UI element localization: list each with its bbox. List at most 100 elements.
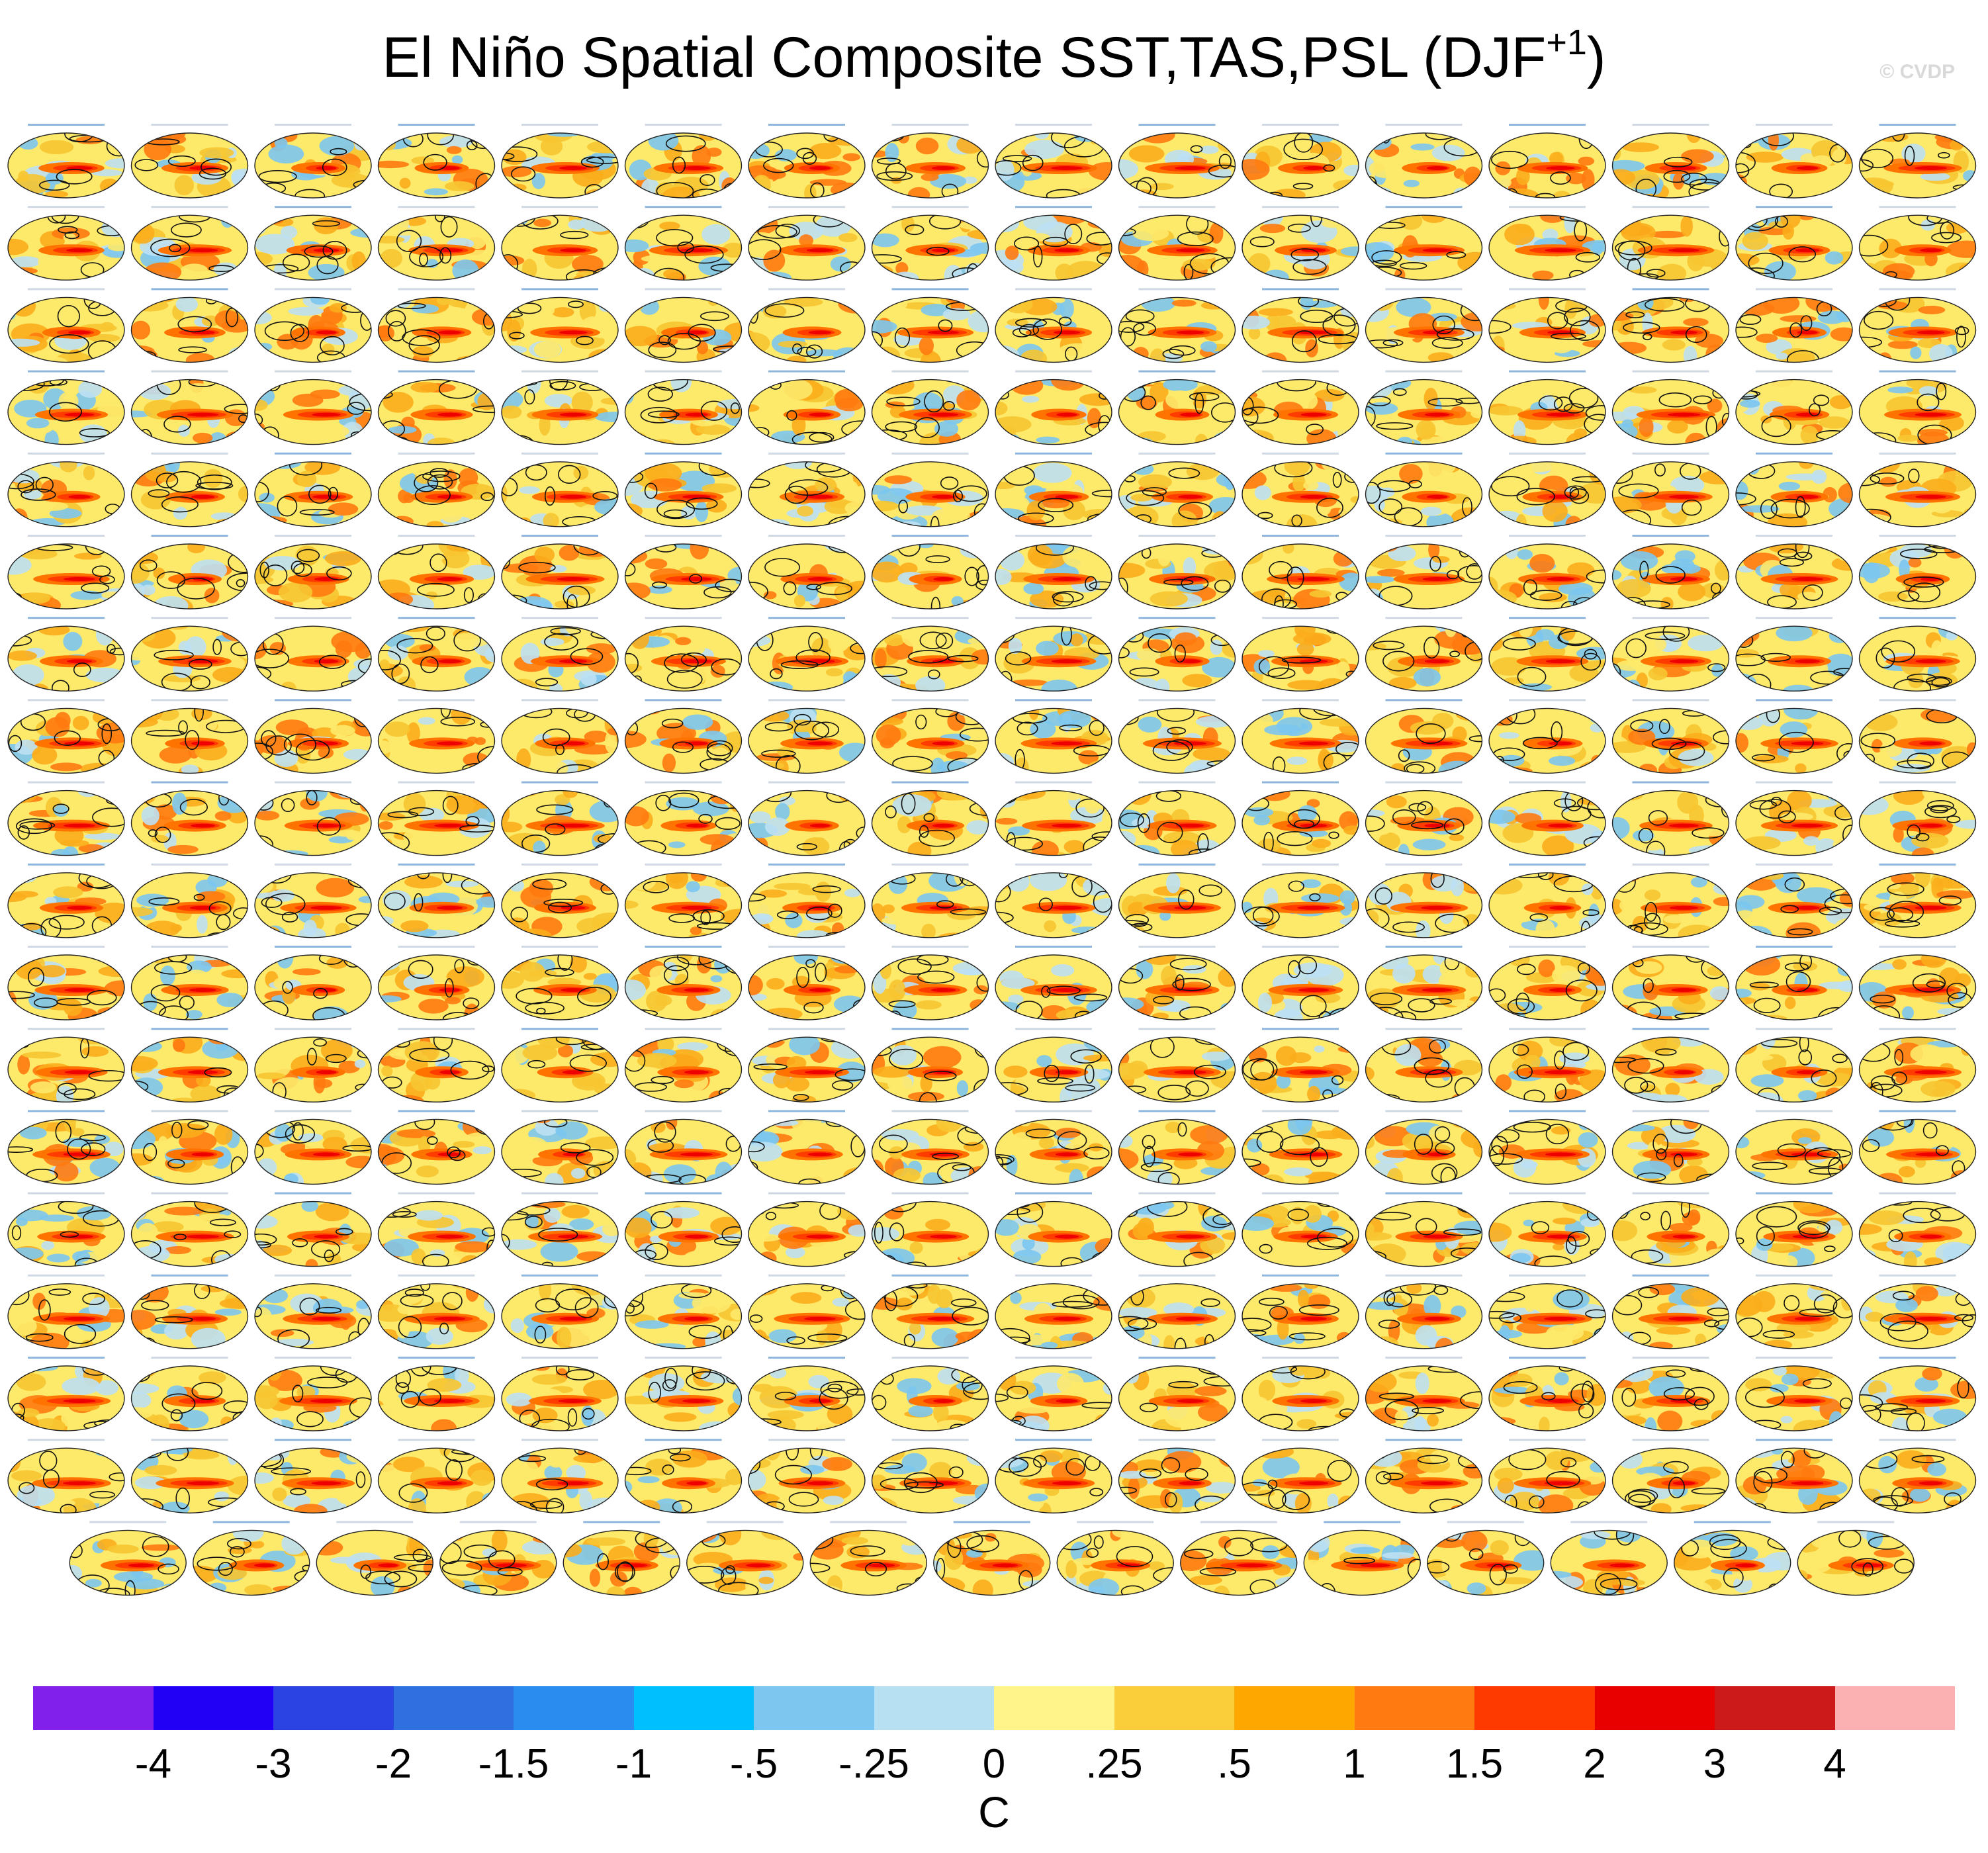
- map-panel: [7, 1110, 125, 1185]
- map-panel: [377, 206, 496, 281]
- map-panel: [995, 1439, 1112, 1514]
- panel-title-line: [891, 206, 969, 208]
- map-panel: [1427, 1521, 1545, 1596]
- panel-title-line: [1385, 1110, 1463, 1112]
- map-panel: [748, 699, 866, 774]
- map-panel: [377, 1274, 496, 1349]
- map-panel: [130, 1028, 249, 1103]
- map-panel: [1488, 1192, 1606, 1267]
- colorbar-tick-label: 4: [1823, 1741, 1846, 1787]
- map-panel: [1118, 1110, 1236, 1185]
- map-panel: [130, 699, 249, 774]
- map-panel: [1118, 946, 1236, 1020]
- map-panel: [130, 1110, 249, 1185]
- map-panel: [1118, 452, 1236, 527]
- map-panel: [1365, 863, 1483, 938]
- panel-title-line: [151, 699, 228, 701]
- panel-title-line: [1138, 370, 1216, 373]
- map-panel: [1735, 1357, 1853, 1431]
- colorbar-swatch: [1594, 1686, 1715, 1730]
- panel-title-line: [1200, 1521, 1277, 1523]
- map-panel: [624, 1357, 743, 1431]
- map-panel: [1365, 124, 1483, 199]
- map-panel: [130, 781, 249, 856]
- panel-grid: [7, 124, 1977, 1596]
- map-panel: [1858, 370, 1977, 445]
- map-panel: [1365, 206, 1483, 281]
- figure-title: El Niño Spatial Composite SST,TAS,PSL (D…: [0, 23, 1988, 91]
- colorbar-swatch: [1834, 1686, 1955, 1730]
- map-panel: [1242, 1028, 1359, 1103]
- panel-title-line: [151, 1439, 228, 1441]
- panel-title-line: [28, 124, 105, 126]
- map-panel: [748, 1357, 866, 1431]
- map-panel: [624, 617, 743, 692]
- panel-title-line: [1385, 617, 1463, 619]
- colorbar-tick-label: -.25: [838, 1741, 909, 1787]
- panel-title-line: [891, 370, 969, 373]
- map-panel: [1242, 617, 1359, 692]
- panel-title-line: [275, 1274, 351, 1277]
- panel-title-line: [1385, 1274, 1463, 1277]
- panel-title-line: [1632, 1192, 1709, 1195]
- map-panel: [1858, 1028, 1977, 1103]
- panel-title-line: [1262, 781, 1339, 784]
- panel-title-line: [1015, 452, 1092, 455]
- map-panel: [1303, 1521, 1421, 1596]
- map-panel: [501, 206, 619, 281]
- panel-title-line: [1817, 1521, 1895, 1523]
- panel-title-line: [1879, 535, 1956, 537]
- map-panel: [748, 1274, 866, 1349]
- map-panel: [254, 863, 372, 938]
- map-panel: [624, 288, 743, 363]
- panel-title-line: [1632, 1110, 1709, 1112]
- panel-title-line: [768, 124, 845, 126]
- map-panel: [377, 535, 496, 610]
- panel-title-line: [336, 1521, 414, 1523]
- panel-title-line: [768, 1192, 845, 1195]
- map-panel: [130, 1274, 249, 1349]
- panel-title-line: [1138, 946, 1216, 948]
- panel-title-line: [645, 1110, 722, 1112]
- map-panel: [624, 370, 743, 445]
- map-panel: [995, 781, 1112, 856]
- panel-title-line: [1262, 946, 1339, 948]
- map-panel: [1118, 781, 1236, 856]
- panel-title-line: [1632, 452, 1709, 455]
- panel-title-line: [1262, 863, 1339, 866]
- panel-title-line: [1879, 1274, 1956, 1277]
- panel-title-line: [1694, 1521, 1771, 1523]
- map-panel: [1242, 1110, 1359, 1185]
- panel-title-line: [1015, 288, 1092, 291]
- map-panel: [748, 452, 866, 527]
- map-panel: [871, 1274, 989, 1349]
- panel-title-line: [645, 699, 722, 701]
- map-panel: [439, 1521, 557, 1596]
- panel-title-line: [1262, 1110, 1339, 1112]
- panel-title-line: [1509, 1110, 1586, 1112]
- map-panel: [501, 781, 619, 856]
- map-panel: [748, 206, 866, 281]
- map-panel: [871, 1028, 989, 1103]
- panel-title-line: [151, 1110, 228, 1112]
- map-panel: [1242, 370, 1359, 445]
- panel-title-line: [1262, 452, 1339, 455]
- colorbar-swatch: [1715, 1686, 1835, 1730]
- panel-title-line: [1262, 1439, 1339, 1441]
- map-panel: [1858, 617, 1977, 692]
- panel-title-line: [1138, 617, 1216, 619]
- map-panel: [995, 370, 1112, 445]
- map-panel: [1118, 1357, 1236, 1431]
- panel-title-line: [1509, 1274, 1586, 1277]
- colorbar-swatch: [153, 1686, 273, 1730]
- panel-title-line: [1138, 1439, 1216, 1441]
- map-panel: [1550, 1521, 1668, 1596]
- panel-title-line: [28, 1439, 105, 1441]
- map-panel: [1858, 288, 1977, 363]
- panel-title-line: [1509, 1192, 1586, 1195]
- panel-title-line: [151, 206, 228, 208]
- panel-title-line: [28, 1192, 105, 1195]
- map-panel: [871, 863, 989, 938]
- map-panel: [1242, 452, 1359, 527]
- panel-title-line: [768, 1028, 845, 1030]
